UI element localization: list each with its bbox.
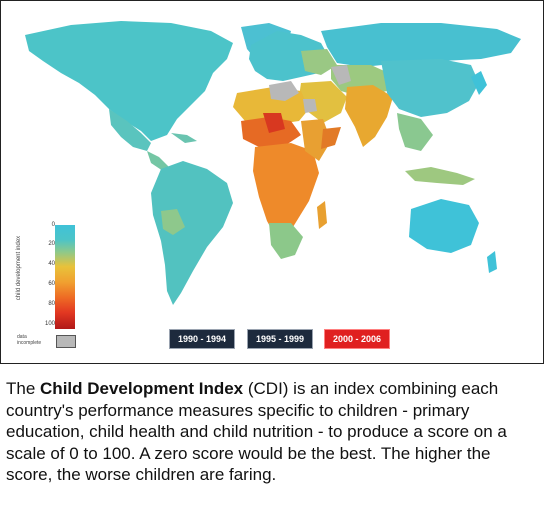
south-asia-region (345, 85, 393, 147)
caribbean-region (171, 133, 197, 143)
japan-region (471, 71, 487, 95)
horn-africa-region (321, 127, 341, 149)
central-america-region (147, 151, 169, 171)
north-america-region (25, 21, 233, 141)
legend-tick: 0 (51, 222, 55, 228)
period-button-1990-1994[interactable]: 1990 - 1994 (169, 329, 235, 349)
legend-tick: 20 (48, 241, 55, 247)
map-frame: child development index 0 20 40 60 80 10… (0, 0, 544, 364)
legend-no-data-swatch (56, 335, 76, 348)
mexico-region (109, 109, 151, 151)
legend-title: child development index (16, 235, 22, 301)
legend: child development index 0 20 40 60 80 10… (7, 221, 77, 351)
niger-region (263, 113, 285, 133)
east-asia-region (381, 59, 479, 117)
indonesia-region (405, 167, 475, 185)
no-data-region (269, 81, 299, 101)
legend-tick: 100 (44, 321, 55, 327)
legend-tick: 60 (48, 281, 55, 287)
new-zealand-region (487, 251, 497, 273)
no-data-region (303, 99, 317, 113)
world-map (25, 21, 521, 305)
central-africa-region (253, 143, 319, 239)
middle-east-region (299, 81, 347, 123)
bolivia-peru-region (161, 209, 185, 235)
eastern-europe-region (301, 49, 337, 75)
caption: The Child Development Index (CDI) is an … (6, 378, 538, 486)
caption-prefix: The (6, 379, 41, 398)
period-button-2000-2006[interactable]: 2000 - 2006 (324, 329, 390, 349)
no-data-region (331, 65, 351, 85)
south-america-region (151, 161, 233, 305)
caption-body: (CDI) is an index combining each country… (6, 379, 507, 484)
period-button-1995-1999[interactable]: 1995 - 1999 (247, 329, 313, 349)
australia-region (409, 199, 479, 253)
madagascar-region (317, 201, 327, 229)
russia-region (321, 23, 521, 67)
caption-bold-term: Child Development Index (40, 379, 244, 398)
legend-tick: 80 (48, 301, 55, 307)
legend-no-data-label: data incomplete (17, 334, 42, 346)
southeast-asia-region (397, 113, 433, 151)
legend-color-ramp (55, 225, 75, 329)
legend-tick: 40 (48, 261, 55, 267)
southern-africa-region (269, 223, 303, 259)
